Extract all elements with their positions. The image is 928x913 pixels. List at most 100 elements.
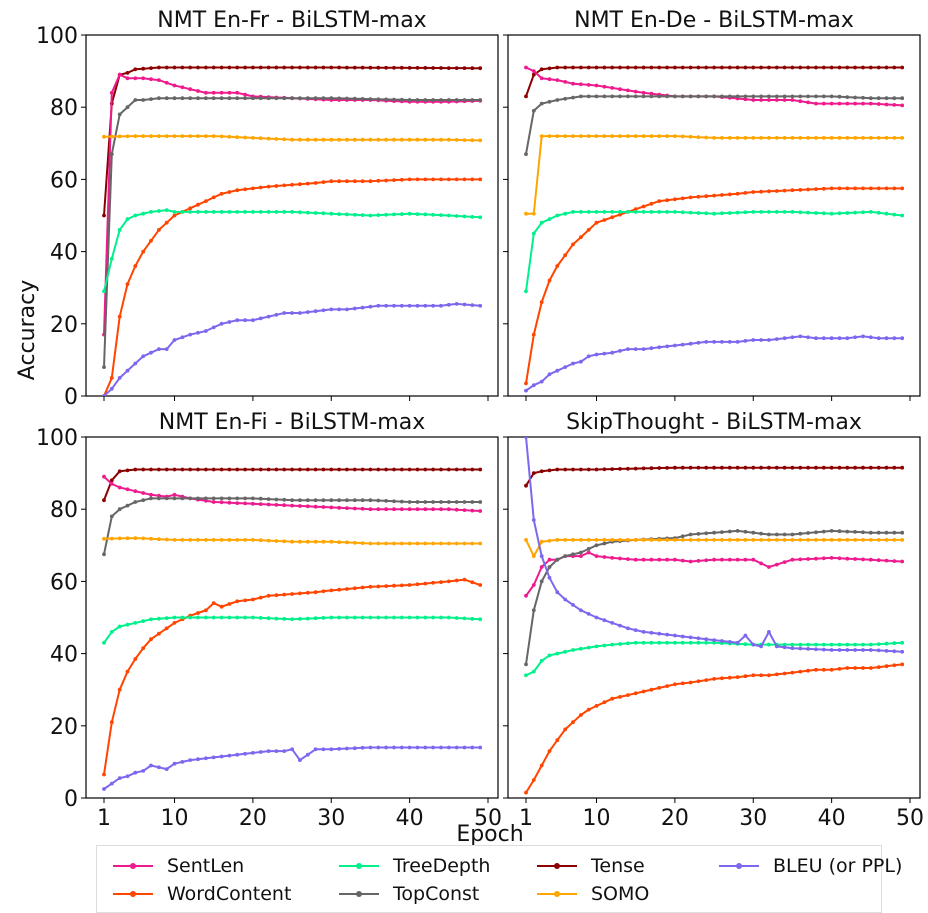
data-point-topconst: [900, 530, 905, 535]
data-point-sentlen: [125, 76, 130, 81]
data-point-wordcontent: [157, 631, 161, 636]
data-point-somo: [290, 137, 294, 142]
data-point-bleu-or-ppl: [524, 388, 528, 393]
data-point-bleu-or-ppl: [470, 745, 475, 750]
data-point-somo: [204, 538, 208, 542]
legend-label: TopConst: [393, 883, 480, 905]
data-point-topconst: [759, 531, 763, 536]
data-point-wordcontent: [610, 696, 615, 701]
data-point-bleu-or-ppl: [321, 747, 326, 752]
data-point-tense: [531, 72, 536, 77]
legend-label: Tense: [591, 855, 645, 877]
data-point-wordcontent: [712, 677, 716, 681]
data-point-tense: [727, 65, 732, 70]
data-point-sentlen: [712, 557, 716, 562]
data-point-treedepth: [180, 615, 185, 620]
data-point-bleu-or-ppl: [392, 745, 396, 750]
data-point-wordcontent: [594, 704, 599, 708]
data-point-treedepth: [626, 641, 630, 646]
data-point-bleu-or-ppl: [399, 745, 404, 750]
data-point-tense: [141, 66, 146, 71]
x-tick-label: 20: [239, 806, 267, 831]
data-point-sentlen: [547, 77, 552, 82]
data-point-somo: [712, 538, 716, 542]
x-axis-label: Epoch: [456, 822, 523, 845]
data-point-treedepth: [790, 642, 795, 647]
data-point-somo: [251, 136, 255, 140]
data-point-bleu-or-ppl: [384, 745, 388, 750]
data-point-topconst: [633, 94, 638, 99]
data-point-treedepth: [298, 617, 302, 621]
data-point-somo: [384, 541, 388, 546]
panel-title: NMT En-Fi - BiLSTM-max: [159, 410, 425, 435]
data-point-bleu-or-ppl: [117, 376, 122, 380]
data-point-sentlen: [853, 557, 857, 561]
legend-item-wordcontent: WordContent: [111, 882, 291, 906]
data-point-sentlen: [657, 557, 662, 562]
data-point-treedepth: [399, 615, 404, 620]
data-point-tense: [563, 65, 568, 70]
data-point-bleu-or-ppl: [876, 648, 881, 653]
data-point-wordcontent: [164, 626, 169, 631]
data-point-tense: [423, 467, 428, 472]
data-point-tense: [399, 65, 404, 70]
data-point-wordcontent: [688, 680, 693, 685]
data-point-sentlen: [688, 559, 693, 564]
data-point-sentlen: [235, 90, 240, 95]
data-point-somo: [868, 538, 873, 542]
data-point-somo: [571, 538, 575, 542]
data-point-treedepth: [626, 210, 630, 214]
data-point-bleu-or-ppl: [829, 336, 834, 341]
data-point-treedepth: [478, 215, 483, 220]
data-point-wordcontent: [657, 199, 662, 204]
data-point-topconst: [109, 514, 114, 519]
data-point-tense: [266, 467, 271, 472]
data-point-bleu-or-ppl: [673, 343, 677, 348]
data-point-sentlen: [188, 87, 193, 92]
data-point-sentlen: [759, 561, 763, 566]
data-point-somo: [821, 136, 826, 140]
data-point-treedepth: [539, 220, 544, 225]
data-point-somo: [415, 541, 420, 546]
data-point-treedepth: [266, 616, 271, 621]
data-point-sentlen: [258, 502, 263, 506]
data-point-somo: [188, 538, 193, 542]
data-point-treedepth: [861, 210, 865, 215]
data-point-topconst: [157, 496, 161, 501]
data-point-topconst: [219, 496, 224, 501]
data-point-treedepth: [814, 211, 818, 215]
data-point-somo: [845, 538, 850, 542]
data-point-topconst: [282, 497, 287, 502]
data-point-treedepth: [665, 640, 669, 645]
y-tick-label: 100: [36, 24, 78, 49]
data-point-tense: [235, 467, 240, 472]
data-point-tense: [337, 65, 341, 70]
data-point-somo: [665, 134, 669, 139]
data-point-treedepth: [321, 616, 326, 620]
data-point-tense: [392, 65, 396, 70]
legend-label: SOMO: [591, 883, 650, 905]
panel-3: NMT En-Fi - BiLSTM-max 0 20 40 60 80 100 1 10 20 3…: [36, 410, 502, 831]
data-point-bleu-or-ppl: [407, 745, 412, 750]
data-point-bleu-or-ppl: [649, 346, 654, 351]
data-point-wordcontent: [415, 582, 420, 587]
data-point-somo: [743, 136, 748, 140]
data-point-treedepth: [227, 210, 232, 214]
data-point-somo: [258, 136, 263, 141]
data-point-sentlen: [524, 65, 528, 70]
data-point-sentlen: [626, 88, 630, 93]
data-point-bleu-or-ppl: [767, 338, 771, 342]
data-point-treedepth: [680, 210, 685, 215]
data-point-tense: [462, 467, 467, 472]
data-point-tense: [125, 71, 130, 75]
data-point-tense: [446, 66, 451, 70]
data-point-treedepth: [172, 210, 177, 214]
data-point-bleu-or-ppl: [133, 770, 138, 775]
data-point-somo: [298, 137, 302, 142]
data-point-somo: [649, 538, 654, 542]
data-point-sentlen: [298, 504, 302, 508]
data-point-wordcontent: [266, 184, 271, 189]
data-point-treedepth: [579, 646, 583, 651]
legend-item-bleu-or-ppl: BLEU (or PPL): [717, 854, 902, 878]
data-point-tense: [149, 66, 153, 70]
